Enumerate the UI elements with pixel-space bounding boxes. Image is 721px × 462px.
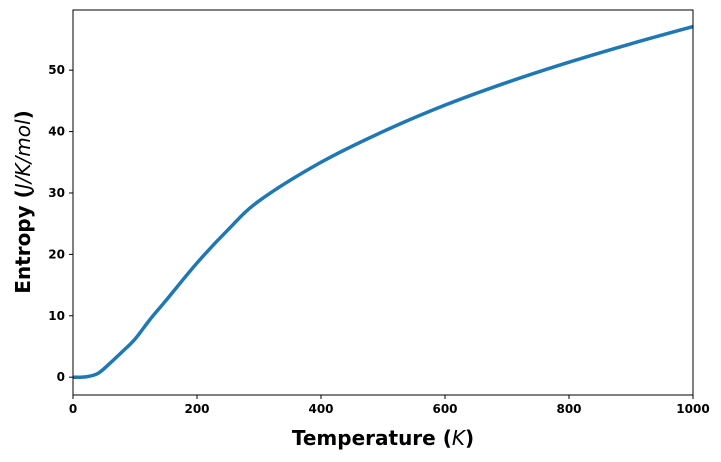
x-tick-label: 200: [184, 402, 209, 416]
y-tick-label: 30: [48, 186, 65, 200]
y-axis-label: Entropy (J/K/mol): [11, 110, 35, 293]
x-tick-label: 1000: [676, 402, 709, 416]
y-tick-label: 0: [57, 370, 65, 384]
y-tick-label: 50: [48, 63, 65, 77]
x-axis-label: Temperature (K): [292, 426, 474, 450]
x-tick-label: 400: [308, 402, 333, 416]
x-tick-label: 0: [69, 402, 77, 416]
y-tick-label: 20: [48, 247, 65, 261]
x-tick-label: 800: [556, 402, 581, 416]
y-tick-label: 10: [48, 309, 65, 323]
y-tick-label: 40: [48, 125, 65, 139]
x-tick-label: 600: [432, 402, 457, 416]
series-line-entropy: [72, 24, 694, 380]
plot-frame: [72, 9, 694, 396]
